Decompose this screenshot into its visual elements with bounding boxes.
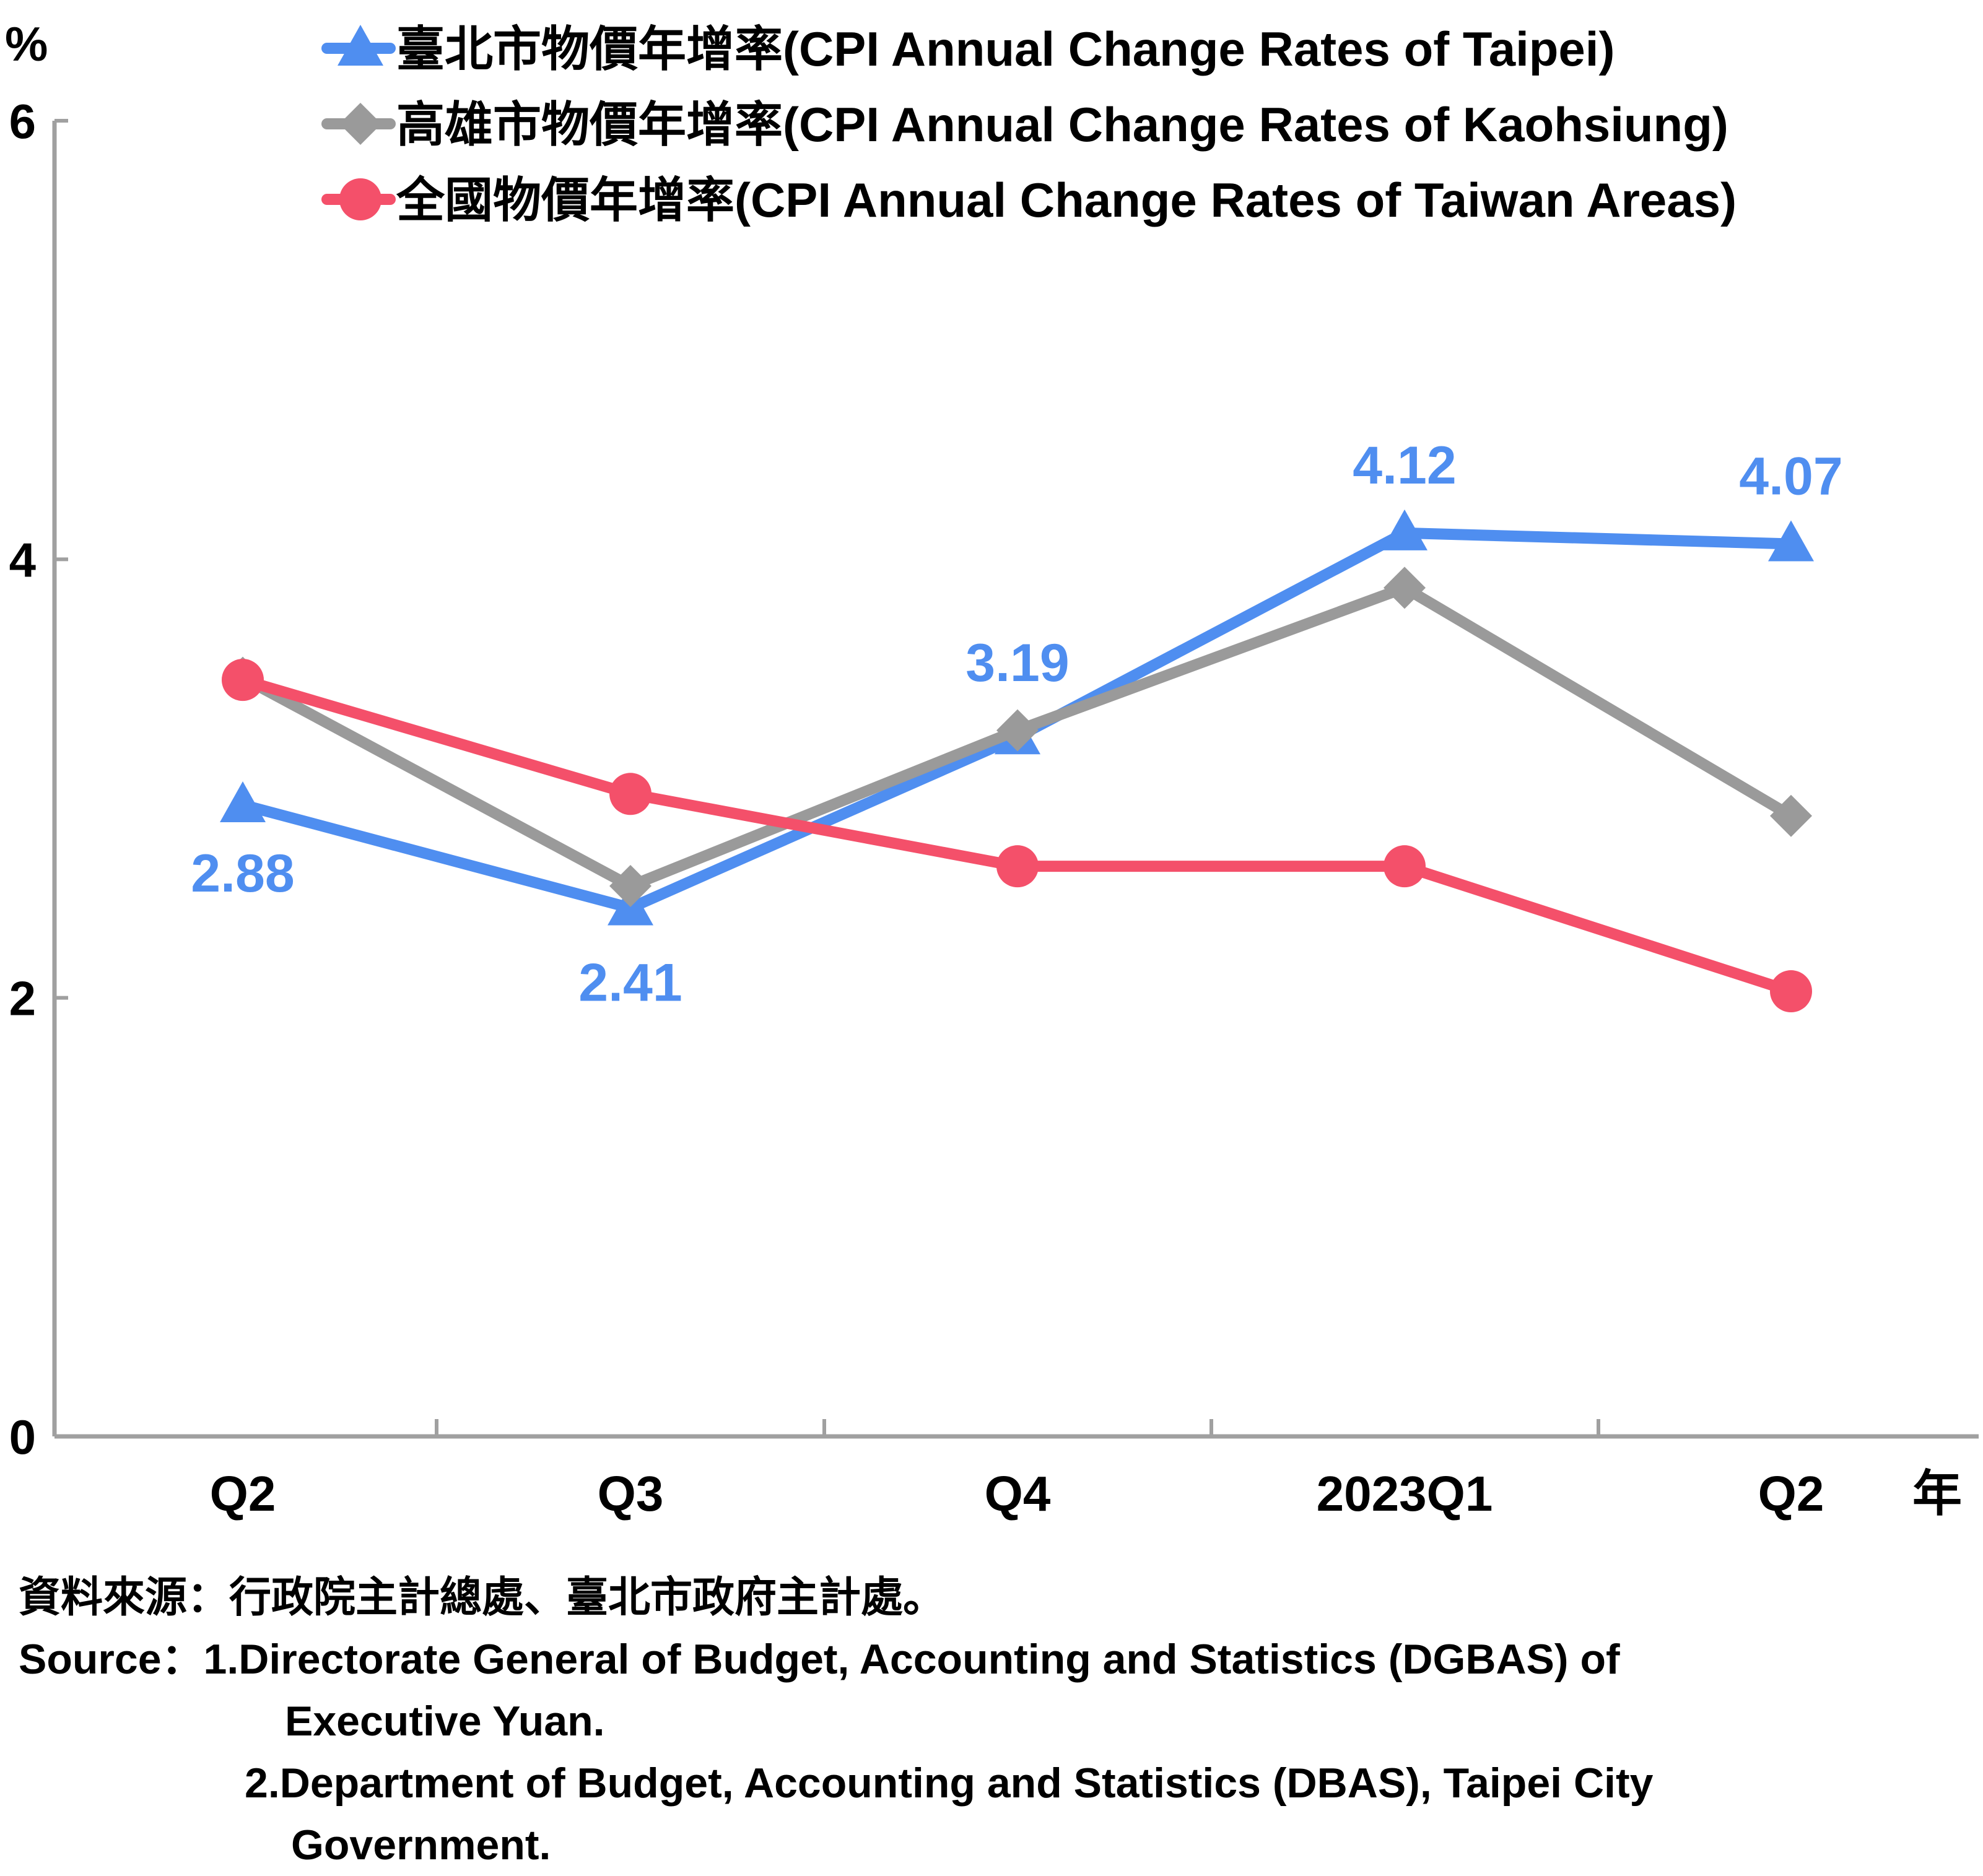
source-en-1: Source：1.Directorate General of Budget, … <box>19 1636 1620 1683</box>
legend-label: 全國物價年增率(CPI Annual Change Rates of Taiwa… <box>396 173 1737 227</box>
diamond-marker <box>1770 794 1812 837</box>
diamond-marker <box>1384 567 1426 609</box>
legend-label: 臺北市物價年增率(CPI Annual Change Rates of Taip… <box>396 22 1615 76</box>
x-tick-label: Q2 <box>210 1466 276 1521</box>
y-tick-label: 4 <box>9 532 36 587</box>
circle-marker <box>609 773 652 815</box>
x-tick-label: Q4 <box>985 1466 1051 1521</box>
circle-marker <box>996 845 1039 888</box>
x-tick-label: 2023Q1 <box>1317 1466 1493 1521</box>
diamond-marker <box>996 709 1039 752</box>
circle-marker <box>1770 970 1812 1013</box>
x-unit-label: 年 <box>1912 1466 1962 1521</box>
y-tick-label: 6 <box>9 94 36 149</box>
source-note: 資料來源：行政院主計總處、臺北市政府主計處。 Source：1.Director… <box>19 1566 1969 1876</box>
legend-entry-1: 臺北市物價年增率(CPI Annual Change Rates of Taip… <box>321 22 1615 76</box>
data-label: 4.07 <box>1739 447 1842 506</box>
source-zh: 資料來源：行政院主計總處、臺北市政府主計處。 <box>19 1574 946 1621</box>
x-tick-label: Q2 <box>1758 1466 1824 1521</box>
data-label: 2.88 <box>191 844 294 903</box>
triangle-marker <box>1768 520 1814 562</box>
series-3 <box>222 659 1812 1013</box>
legend-entry-3: 全國物價年增率(CPI Annual Change Rates of Taiwa… <box>321 173 1737 227</box>
diamond-marker <box>339 103 381 145</box>
series-layer <box>220 509 1814 1013</box>
circle-marker <box>339 178 381 220</box>
source-en-1-cont: Executive Yuan. <box>285 1698 605 1745</box>
source-en-2: 2.Department of Budget, Accounting and S… <box>245 1760 1654 1807</box>
y-unit-label: % <box>5 17 48 71</box>
triangle-marker <box>220 781 266 822</box>
triangle-marker <box>1382 509 1427 550</box>
y-tick-label: 2 <box>9 971 36 1026</box>
diamond-marker <box>609 865 652 908</box>
chart-axes: 0 2 4 6% Q2 Q3 Q4 2023Q1 Q2 年 <box>5 17 1979 1521</box>
legend-label: 高雄市物價年增率(CPI Annual Change Rates of Kaoh… <box>396 97 1728 152</box>
data-label: 2.41 <box>578 953 682 1012</box>
circle-marker <box>222 659 264 701</box>
y-tick-label: 0 <box>9 1410 36 1464</box>
triangle-marker <box>338 25 383 66</box>
circle-marker <box>1384 845 1426 888</box>
data-label: 4.12 <box>1353 436 1456 495</box>
data-labels-layer: 2.88 2.41 3.19 4.12 4.07 <box>191 436 1842 1013</box>
legend-entry-2: 高雄市物價年增率(CPI Annual Change Rates of Kaoh… <box>321 97 1728 152</box>
legend: 臺北市物價年增率(CPI Annual Change Rates of Taip… <box>321 22 1737 227</box>
source-en-2-cont: Government. <box>291 1822 551 1869</box>
x-tick-label: Q3 <box>598 1466 664 1521</box>
data-label: 3.19 <box>965 633 1069 693</box>
